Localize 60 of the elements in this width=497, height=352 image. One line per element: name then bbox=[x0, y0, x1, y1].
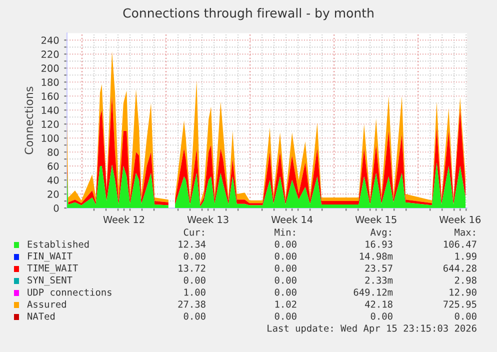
text: 0.00 bbox=[274, 312, 296, 320]
text: Min: bbox=[274, 228, 295, 236]
text: 0.00 bbox=[274, 264, 296, 272]
text: 0.00 bbox=[274, 240, 296, 248]
text: 42.18 bbox=[365, 300, 392, 308]
text: 0.00 bbox=[184, 276, 206, 284]
x-tick-label: Week 16 bbox=[439, 216, 481, 224]
legend-label: FIN_WAIT bbox=[28, 252, 72, 262]
y-tick-label: 160 bbox=[42, 92, 59, 100]
text: Avg: bbox=[370, 228, 391, 238]
text: 644.28 bbox=[444, 264, 476, 272]
text: 0.00 bbox=[370, 312, 392, 320]
text: 649.12m bbox=[354, 288, 393, 296]
x-tick-label: Week 12 bbox=[103, 216, 144, 224]
y-tick-label: 20 bbox=[48, 190, 59, 198]
text: 27.38 bbox=[178, 300, 206, 308]
text: 0.00 bbox=[274, 288, 296, 296]
y-tick-label: 180 bbox=[42, 78, 59, 86]
y-tick-label: 60 bbox=[48, 162, 59, 170]
text: 106.47 bbox=[444, 240, 476, 248]
legend-label: TIME_WAIT bbox=[27, 264, 78, 274]
legend-label: UDP connections bbox=[28, 288, 112, 296]
legend-label: Assured bbox=[27, 300, 66, 308]
y-tick-label: 200 bbox=[42, 64, 59, 72]
chart-title: Connections through firewall - by month bbox=[123, 8, 374, 20]
text: 0.00 bbox=[274, 252, 296, 260]
y-axis-title: Connections bbox=[24, 86, 34, 154]
text: 0.00 bbox=[274, 276, 296, 284]
text: 0.00 bbox=[454, 312, 476, 320]
text: 1.99 bbox=[455, 252, 476, 260]
text: 14.98m bbox=[360, 252, 393, 260]
legend-label: SYN_SENT bbox=[28, 276, 72, 286]
text: 12.90 bbox=[450, 288, 476, 296]
text: Last update: Wed Apr 15 23:15:03 2026 bbox=[268, 324, 476, 334]
legend-label: Established bbox=[28, 240, 89, 248]
x-tick-label: Week 14 bbox=[271, 216, 313, 224]
y-tick-label: 80 bbox=[48, 148, 59, 156]
text: 23.57 bbox=[365, 264, 392, 272]
y-tick-label: 140 bbox=[42, 106, 59, 114]
y-tick-label: 220 bbox=[42, 50, 59, 58]
text: Max: bbox=[454, 228, 475, 236]
legend-label: NATed bbox=[28, 312, 55, 320]
text: 2.98 bbox=[454, 276, 476, 284]
text: 0.00 bbox=[184, 312, 206, 320]
text: 12.34 bbox=[178, 240, 206, 248]
text: 1.00 bbox=[184, 288, 206, 296]
text: Cur: bbox=[184, 228, 204, 236]
text: 0.00 bbox=[184, 252, 206, 260]
y-tick-label: 240 bbox=[42, 36, 59, 44]
y-tick-label: 0 bbox=[54, 204, 59, 212]
text: 2.33m bbox=[365, 276, 393, 284]
y-tick-label: 40 bbox=[47, 176, 59, 184]
x-tick-label: Week 13 bbox=[187, 216, 228, 224]
text: 13.72 bbox=[178, 264, 206, 272]
text: 1.02 bbox=[275, 300, 296, 308]
text: 16.93 bbox=[366, 240, 392, 248]
y-tick-label: 100 bbox=[42, 134, 59, 142]
y-tick-label: 120 bbox=[42, 120, 59, 128]
x-tick-label: Week 15 bbox=[355, 216, 396, 224]
text: 725.95 bbox=[444, 300, 476, 308]
